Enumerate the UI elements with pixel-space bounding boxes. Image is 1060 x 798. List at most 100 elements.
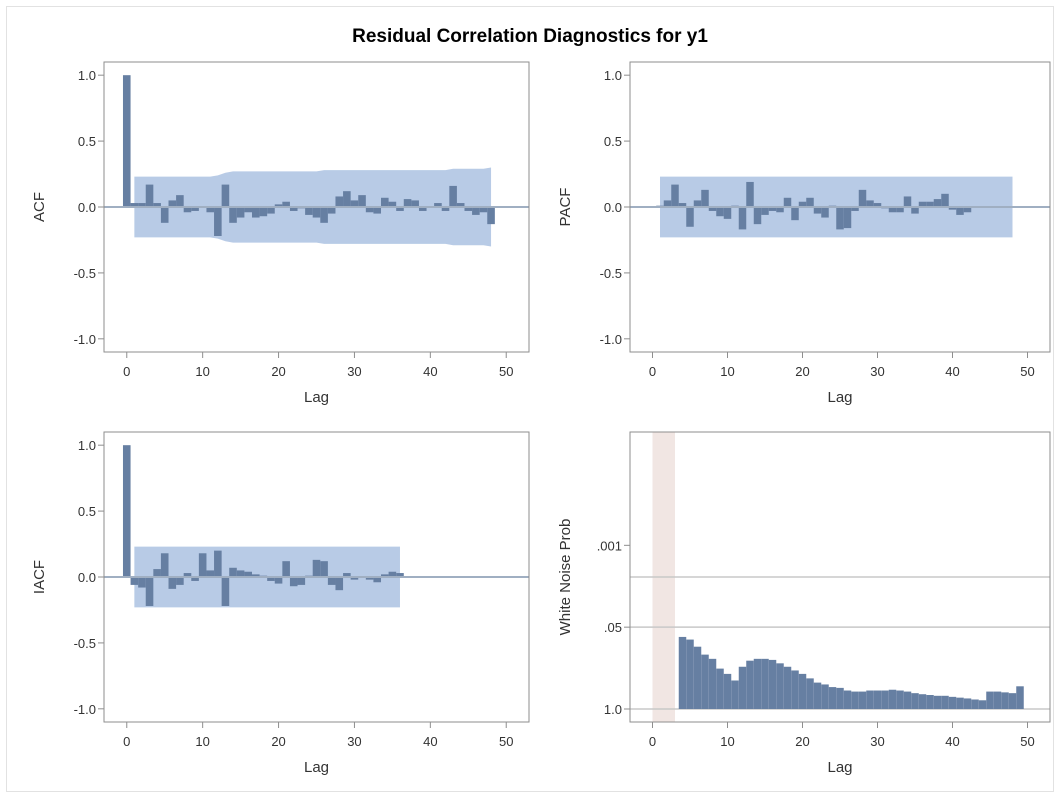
iacf-xtick-label-0: 0 xyxy=(123,734,130,749)
white-noise-bar-lag-25 xyxy=(836,687,844,709)
white-noise-bar-lag-18 xyxy=(783,666,792,709)
pacf-bar-lag-35 xyxy=(911,207,919,214)
acf-ytick-label-2: 0.0 xyxy=(78,200,96,215)
pacf-xtick-label-2: 20 xyxy=(795,364,809,379)
white-noise-ytick-label-2: 1.0 xyxy=(604,702,622,717)
acf-bar-lag-29 xyxy=(343,191,351,207)
white-noise-bar-lag-37 xyxy=(926,695,934,709)
pacf-ytick-label-0: 1.0 xyxy=(604,68,622,83)
white-noise-bar-lag-4 xyxy=(678,636,687,709)
white-noise-bar-lag-38 xyxy=(933,695,942,709)
acf-bar-lag-26 xyxy=(320,207,328,223)
white-noise-bar-lag-42 xyxy=(963,698,972,709)
acf-bar-lag-45 xyxy=(464,207,473,211)
pacf-bar-lag-25 xyxy=(836,207,844,230)
acf-xtick-label-2: 20 xyxy=(271,364,285,379)
iacf-bar-lag-11 xyxy=(206,570,215,577)
iacf-ytick-label-4: -1.0 xyxy=(74,702,96,717)
white-noise-bar-lag-5 xyxy=(686,639,694,709)
acf-yaxis-label: ACF xyxy=(31,192,48,222)
iacf-bar-lag-8 xyxy=(183,573,192,577)
iacf-xtick-label-1: 10 xyxy=(195,734,209,749)
pacf-ytick-label-3: -0.5 xyxy=(600,266,622,281)
acf-bar-lag-13 xyxy=(221,184,230,207)
acf-bar-lag-31 xyxy=(358,195,366,207)
pacf-yaxis-label: PACF xyxy=(557,188,574,227)
iacf-bar-lag-29 xyxy=(343,573,351,577)
iacf-bar-lag-23 xyxy=(297,577,306,585)
pacf-ytick-label-1: 0.5 xyxy=(604,134,622,149)
white-noise-bar-lag-41 xyxy=(956,697,964,709)
white-noise-xtick-label-4: 40 xyxy=(945,734,959,749)
iacf-yaxis-label: IACF xyxy=(31,560,48,594)
white-noise-bar-lag-7 xyxy=(701,654,709,709)
acf-bar-lag-1 xyxy=(130,203,139,207)
acf-bar-lag-22 xyxy=(289,207,298,211)
acf-bar-lag-5 xyxy=(160,207,169,223)
figure-title: Residual Correlation Diagnostics for y1 xyxy=(352,26,708,47)
iacf-ytick-label-0: 1.0 xyxy=(78,438,96,453)
acf-bar-lag-46 xyxy=(472,207,480,215)
iacf-bar-lag-4 xyxy=(153,569,161,577)
white-noise-bar-lag-27 xyxy=(851,691,859,709)
white-noise-xtick-label-5: 50 xyxy=(1020,734,1034,749)
white-noise-ytick-label-0: .001 xyxy=(597,538,622,553)
iacf-ytick-label-2: 0.0 xyxy=(78,570,96,585)
pacf-bar-lag-17 xyxy=(776,207,784,213)
acf-bar-lag-19 xyxy=(267,207,275,214)
white-noise-bar-lag-9 xyxy=(716,668,724,709)
white-noise-bar-lag-36 xyxy=(918,694,927,709)
white-noise-ytick-label-1: .05 xyxy=(604,620,622,635)
pacf-bar-lag-36 xyxy=(918,201,927,207)
white-noise-bar-lag-22 xyxy=(813,682,822,709)
white-noise-bar-lag-35 xyxy=(911,693,919,709)
iacf-ytick-label-3: -0.5 xyxy=(74,636,96,651)
iacf-bar-lag-14 xyxy=(229,567,237,577)
iacf-bar-lag-22 xyxy=(289,577,298,587)
acf-bar-lag-27 xyxy=(327,207,336,214)
pacf-bar-lag-41 xyxy=(956,207,964,215)
pacf-bar-lag-39 xyxy=(941,193,949,207)
white-noise-bar-lag-21 xyxy=(806,678,814,709)
acf-bar-lag-42 xyxy=(441,207,450,211)
iacf-bar-lag-27 xyxy=(327,577,336,585)
iacf-bar-lag-6 xyxy=(168,577,177,589)
acf-bar-lag-17 xyxy=(251,207,260,218)
acf-xtick-label-4: 40 xyxy=(423,364,437,379)
pacf-bar-lag-15 xyxy=(761,207,769,215)
acf-ytick-label-1: 0.5 xyxy=(78,134,96,149)
iacf-bar-lag-20 xyxy=(274,577,283,584)
white-noise-bar-lag-8 xyxy=(708,658,717,709)
white-noise-xaxis-label: Lag xyxy=(827,759,852,776)
iacf-bar-lag-17 xyxy=(251,574,260,577)
white-noise-bar-lag-6 xyxy=(693,646,702,709)
acf-bar-lag-2 xyxy=(138,203,146,207)
pacf-bar-lag-21 xyxy=(806,197,814,207)
iacf-panel: 1.0 0.5 0.0 -0.5 -1.0 0 10 20 30 40 50 Lag IACF xyxy=(31,431,530,776)
iacf-xtick-label-5: 50 xyxy=(499,734,513,749)
white-noise-bar-lag-40 xyxy=(948,696,957,709)
pacf-bar-lag-23 xyxy=(821,207,829,218)
iacf-bar-lag-19 xyxy=(267,577,275,581)
white-noise-bar-lag-43 xyxy=(971,699,979,709)
pacf-bar-lag-19 xyxy=(791,207,799,221)
white-noise-bar-lag-46 xyxy=(993,691,1002,709)
white-noise-panel: .001 .05 1.0 0 10 20 30 40 50 Lag White Noise Prob xyxy=(557,431,1051,776)
pacf-bar-lag-20 xyxy=(798,201,807,207)
white-noise-xtick-label-0: 0 xyxy=(649,734,656,749)
white-noise-bar-lag-30 xyxy=(873,690,882,709)
iacf-bar-lag-28 xyxy=(335,577,344,591)
white-noise-bar-lag-32 xyxy=(888,689,897,709)
acf-bar-lag-0 xyxy=(122,75,131,207)
pacf-panel: 1.0 0.5 0.0 -0.5 -1.0 0 10 20 30 40 50 Lag PACF xyxy=(557,61,1051,406)
acf-bar-lag-38 xyxy=(411,200,419,207)
iacf-bar-lag-33 xyxy=(373,577,382,583)
iacf-xtick-label-4: 40 xyxy=(423,734,437,749)
acf-bar-lag-24 xyxy=(305,207,313,215)
pacf-xaxis-label: Lag xyxy=(827,389,852,406)
white-noise-xtick-label-2: 20 xyxy=(795,734,809,749)
iacf-bar-lag-2 xyxy=(138,577,146,588)
acf-ytick-label-4: -1.0 xyxy=(74,332,96,347)
white-noise-plot-frame xyxy=(629,431,1051,723)
